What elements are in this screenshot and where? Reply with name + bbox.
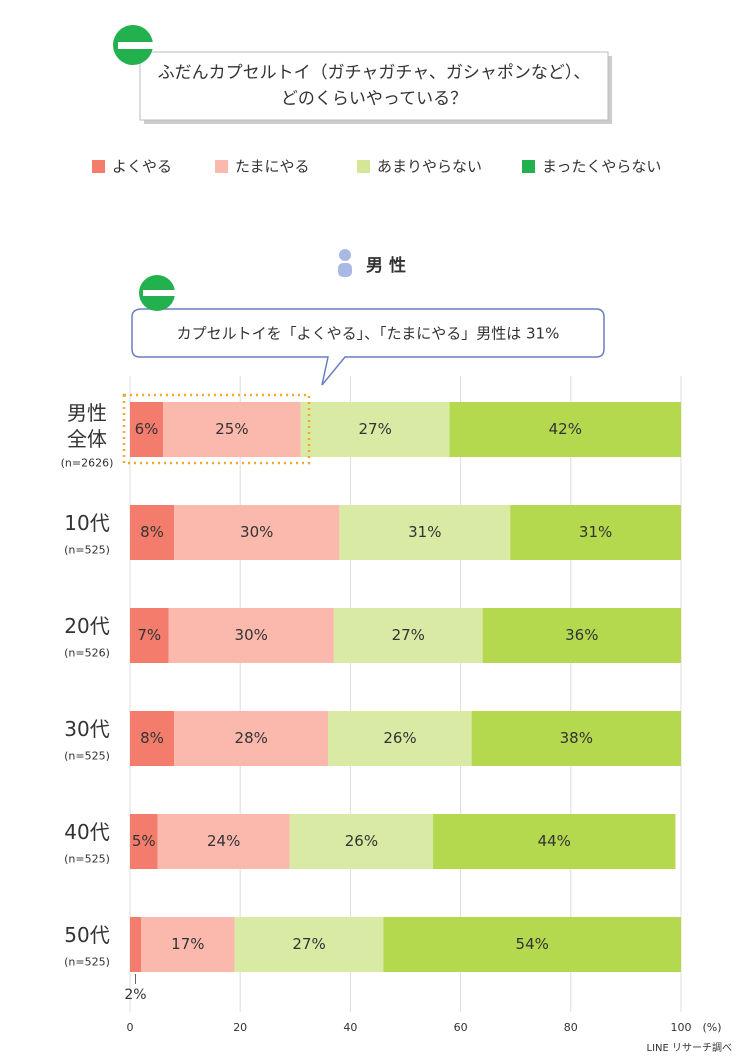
bar-segment — [130, 917, 142, 972]
value-label: 27% — [392, 626, 425, 644]
category-label: 10代 — [64, 511, 109, 535]
sample-size: (n=525) — [64, 544, 110, 557]
bar-segment — [130, 608, 169, 663]
bar-segment — [482, 608, 681, 663]
category-label: 20代 — [64, 614, 109, 638]
bar-segment — [130, 505, 175, 560]
bar-segment — [383, 917, 681, 972]
value-label: 7% — [137, 626, 161, 644]
callout-text: カプセルトイを「よくやる」、「たまにやる」男性は 31% — [177, 325, 560, 343]
value-label: 27% — [292, 935, 325, 953]
value-label: 6% — [135, 420, 159, 438]
value-label: 30% — [240, 523, 273, 541]
sample-size: (n=526) — [64, 647, 110, 660]
value-label: 17% — [171, 935, 204, 953]
value-label: 31% — [579, 523, 612, 541]
source: LINE リサーチ調べ — [647, 1041, 733, 1054]
category-label: 30代 — [64, 717, 109, 741]
bar-segment — [130, 711, 175, 766]
legend-swatch — [92, 160, 105, 173]
category-label: 40代 — [64, 820, 109, 844]
panel-label: 男 性 — [366, 255, 406, 276]
value-label: 25% — [215, 420, 248, 438]
value-label: 26% — [345, 832, 378, 850]
bar-segment — [130, 814, 158, 869]
bar-segment — [449, 402, 681, 457]
callout-box — [131, 308, 605, 386]
bar-segment — [328, 711, 472, 766]
value-label: 27% — [359, 420, 392, 438]
value-label: 30% — [235, 626, 268, 644]
x-unit: (%) — [702, 1021, 721, 1034]
value-label: 44% — [538, 832, 571, 850]
legend-label: よくやる — [112, 158, 172, 176]
bar-segment — [300, 402, 450, 457]
sample-size: (n=525) — [64, 956, 110, 969]
bar-segment — [168, 608, 334, 663]
value-label: 26% — [383, 729, 416, 747]
title: どのくらいやっている？ — [281, 89, 467, 109]
bar-segment — [339, 505, 511, 560]
person-icon — [338, 263, 352, 277]
x-tick-label: 100 — [671, 1021, 692, 1034]
legend-label: あまりやらない — [377, 158, 482, 176]
value-label: 36% — [565, 626, 598, 644]
bar-segment — [333, 608, 483, 663]
legend-label: たまにやる — [235, 158, 310, 176]
value-label: 2% — [124, 987, 146, 1003]
bar-segment — [174, 711, 329, 766]
bar-segment — [141, 917, 235, 972]
bar-segment — [433, 814, 676, 869]
person-icon — [339, 249, 351, 261]
sample-size: (n=525) — [64, 853, 110, 866]
value-label: 54% — [516, 935, 549, 953]
x-tick-label: 60 — [454, 1021, 468, 1034]
value-label: 5% — [132, 832, 156, 850]
title-box — [139, 51, 609, 121]
bar-segment — [163, 402, 301, 457]
value-label: 8% — [140, 729, 164, 747]
x-tick-label: 0 — [127, 1021, 134, 1034]
value-label: 31% — [408, 523, 441, 541]
category-label: 50代 — [64, 923, 109, 947]
legend-swatch — [357, 160, 370, 173]
value-label: 28% — [235, 729, 268, 747]
value-label: 38% — [560, 729, 593, 747]
legend-label: まったくやらない — [542, 158, 661, 176]
icon-mouth — [143, 290, 175, 296]
title: ふだんカプセルトイ（ガチャガチャ、ガシャポンなど）、 — [158, 63, 591, 83]
sample-size: (n=525) — [64, 750, 110, 763]
x-tick-label: 80 — [564, 1021, 578, 1034]
value-label: 24% — [207, 832, 240, 850]
bar-segment — [289, 814, 434, 869]
legend-swatch — [215, 160, 228, 173]
bar-segment — [510, 505, 681, 560]
value-label: 42% — [549, 420, 582, 438]
bar-segment — [174, 505, 340, 560]
bar-segment — [471, 711, 681, 766]
bar-segment — [234, 917, 384, 972]
bar-segment — [130, 402, 164, 457]
legend-swatch — [522, 160, 535, 173]
category-label: 男性 — [67, 401, 107, 425]
icon-mouth — [118, 42, 154, 49]
category-label: 全体 — [67, 427, 107, 451]
bar-segment — [157, 814, 290, 869]
value-label: 8% — [140, 523, 164, 541]
x-tick-label: 40 — [343, 1021, 357, 1034]
sample-size: (n=2626) — [61, 457, 114, 470]
x-tick-label: 20 — [233, 1021, 247, 1034]
